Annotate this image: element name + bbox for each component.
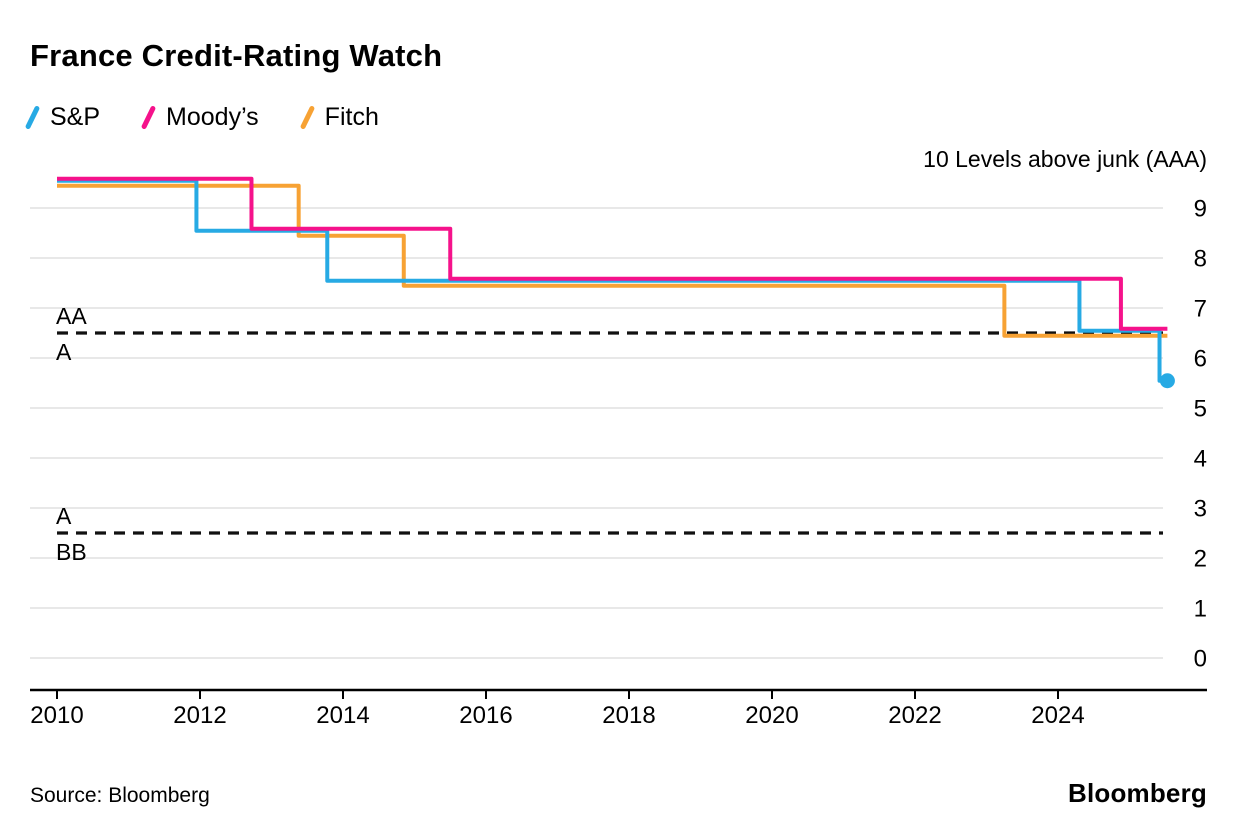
chart-legend: S&P Moody’s Fitch [24, 103, 379, 132]
x-tick-label: 2014 [316, 702, 369, 729]
legend-label-sp: S&P [50, 103, 101, 131]
legend-item-moodys: Moody’s [140, 103, 259, 132]
y-tick-label: 9 [1194, 196, 1207, 223]
y-tick-label: 0 [1194, 646, 1207, 673]
y-tick-label: 8 [1194, 246, 1207, 273]
legend-item-sp: S&P [24, 103, 101, 132]
threshold-label-above: A [56, 503, 72, 529]
y-tick-label: 3 [1194, 496, 1207, 523]
x-tick-label: 2024 [1031, 702, 1084, 729]
threshold-label-above: AA [56, 303, 87, 329]
legend-label-fitch: Fitch [324, 103, 379, 131]
x-tick-label: 2020 [745, 702, 798, 729]
series-line-moodys [57, 176, 1168, 331]
x-tick-label: 2022 [888, 702, 941, 729]
x-tick-label: 2012 [173, 702, 226, 729]
y-tick-label: 2 [1194, 546, 1207, 573]
x-tick-label: 2018 [602, 702, 655, 729]
page-title: France Credit-Rating Watch [30, 38, 443, 73]
latest-point-dot [1159, 373, 1175, 389]
y-tick-label: 7 [1194, 296, 1207, 323]
series-line-fitch [57, 183, 1168, 338]
axis-note: 10 Levels above junk (AAA) [923, 146, 1207, 172]
legend-label-moodys: Moody’s [166, 103, 259, 131]
y-tick-label: 4 [1194, 446, 1207, 473]
y-tick-label: 6 [1194, 346, 1207, 373]
y-tick-label: 1 [1194, 596, 1207, 623]
threshold-label-below: A [56, 339, 72, 365]
fitch-series-slash-icon [299, 105, 315, 130]
source-note: Source: Bloomberg [30, 784, 210, 807]
x-tick-label: 2010 [30, 702, 83, 729]
sp-series-slash-icon [24, 105, 41, 130]
moodys-series-slash-icon [140, 105, 157, 130]
x-tick-label: 2016 [459, 702, 512, 729]
footer: Source: Bloomberg Bloomberg [30, 778, 1207, 809]
y-tick-label: 5 [1194, 396, 1207, 423]
bloomberg-logo: Bloomberg [1067, 778, 1207, 808]
legend-item-fitch: Fitch [299, 103, 379, 132]
threshold-label-below: BB [56, 539, 87, 565]
